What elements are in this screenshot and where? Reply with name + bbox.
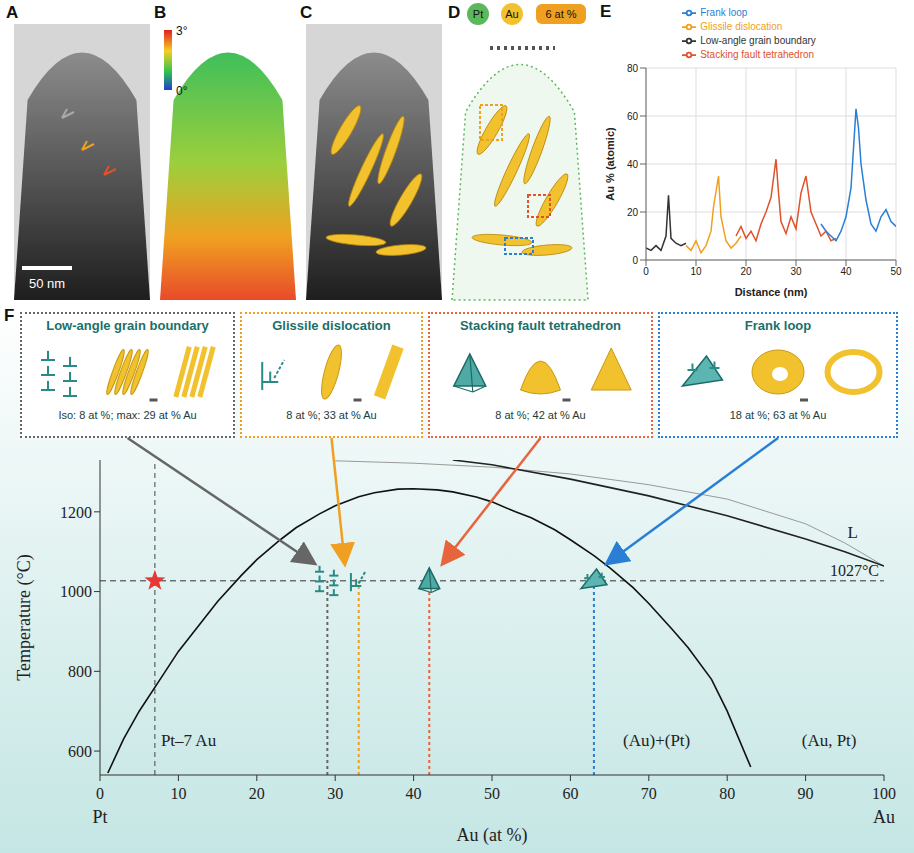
svg-text:20: 20 [627,207,639,218]
html-text:Stacking fault tetrahedron: Stacking fault tetrahedron [460,318,621,333]
svg-text:10: 10 [170,785,186,802]
svg-text:40: 40 [840,266,852,277]
svg-text:30: 30 [790,266,802,277]
svg-text:60: 60 [627,111,639,122]
svg-text:Pt: Pt [473,8,483,20]
svg-text:0: 0 [643,266,649,277]
html-text:Glissile dislocation: Glissile dislocation [700,20,783,32]
svg-text:D: D [448,3,460,22]
svg-text:0: 0 [632,255,638,266]
svg-text:Au % (atomic): Au % (atomic) [604,127,616,201]
svg-text:40: 40 [627,159,639,170]
svg-text:Pt: Pt [92,807,107,827]
html-text:18 at %; 63 at % Au: 18 at %; 63 at % Au [729,409,827,421]
svg-text:70: 70 [641,785,657,802]
svg-text:1027°C: 1027°C [830,562,879,579]
svg-text:A: A [6,3,18,22]
html-text:Frank loop: Frank loop [744,318,812,333]
svg-text:1000: 1000 [60,583,92,600]
svg-text:Pt–7 Au: Pt–7 Au [161,731,217,750]
svg-text:3°: 3° [176,24,188,38]
svg-text:L: L [847,523,857,542]
svg-text:Distance (nm): Distance (nm) [735,286,808,298]
svg-text:6 at %: 6 at % [545,8,576,20]
svg-text:Au: Au [505,8,518,20]
html-text:E: E [600,2,612,21]
svg-text:40: 40 [406,785,422,802]
svg-text:80: 80 [627,63,639,74]
svg-text:(Au)+(Pt): (Au)+(Pt) [623,731,690,750]
html-text:F: F [4,306,15,325]
svg-text:800: 800 [68,663,92,680]
html-text:8 at %; 33 at % Au: 8 at %; 33 at % Au [286,409,377,421]
svg-text:20: 20 [249,785,265,802]
svg-text:B: B [154,3,166,22]
svg-text:30: 30 [327,785,343,802]
svg-text:50 nm: 50 nm [29,276,65,291]
svg-text:100: 100 [872,785,896,802]
svg-text:C: C [300,3,312,22]
html-text:Frank loop: Frank loop [700,6,748,18]
html-text:8 at %; 42 at % Au: 8 at %; 42 at % Au [495,409,586,421]
svg-text:0: 0 [96,785,104,802]
svg-text:20: 20 [740,266,752,277]
svg-text:(Au, Pt): (Au, Pt) [802,731,857,750]
svg-text:600: 600 [68,743,92,760]
html-text:Glissile dislocation: Glissile dislocation [272,318,391,333]
svg-text:80: 80 [719,785,735,802]
html-text:Low-angle grain boundary: Low-angle grain boundary [700,34,816,46]
html-text:Low-angle grain boundary: Low-angle grain boundary [46,318,209,333]
svg-text:60: 60 [562,785,578,802]
svg-text:Au: Au [873,807,895,827]
svg-text:Au (at %): Au (at %) [457,825,528,846]
svg-text:10: 10 [690,266,702,277]
html-text:Iso: 8 at %; max: 29 at % Au: Iso: 8 at %; max: 29 at % Au [58,409,197,421]
svg-text:Temperature (°C): Temperature (°C) [14,554,35,680]
html-text:Stacking fault tetrahedron: Stacking fault tetrahedron [700,48,815,60]
svg-text:0°: 0° [176,84,188,98]
svg-text:1200: 1200 [60,504,92,521]
svg-text:90: 90 [798,785,814,802]
svg-text:50: 50 [890,266,902,277]
svg-text:50: 50 [484,785,500,802]
